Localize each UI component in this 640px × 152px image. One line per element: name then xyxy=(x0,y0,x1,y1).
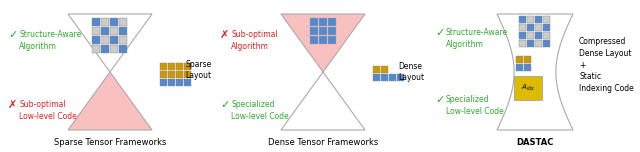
FancyBboxPatch shape xyxy=(543,24,550,31)
FancyBboxPatch shape xyxy=(328,27,335,35)
FancyBboxPatch shape xyxy=(373,74,380,81)
FancyBboxPatch shape xyxy=(160,63,167,70)
Text: Sub-optimal
Low-level Code: Sub-optimal Low-level Code xyxy=(19,100,77,121)
FancyBboxPatch shape xyxy=(381,74,388,81)
FancyBboxPatch shape xyxy=(514,76,542,100)
FancyBboxPatch shape xyxy=(184,79,191,86)
FancyBboxPatch shape xyxy=(524,64,531,71)
FancyBboxPatch shape xyxy=(319,18,326,26)
FancyBboxPatch shape xyxy=(110,18,118,26)
FancyBboxPatch shape xyxy=(519,40,526,47)
Polygon shape xyxy=(497,14,573,130)
FancyBboxPatch shape xyxy=(101,18,109,26)
FancyBboxPatch shape xyxy=(527,24,534,31)
Text: Specialized
Low-level Code: Specialized Low-level Code xyxy=(231,100,289,121)
FancyBboxPatch shape xyxy=(328,18,335,26)
Polygon shape xyxy=(68,72,152,130)
FancyBboxPatch shape xyxy=(160,71,167,78)
FancyBboxPatch shape xyxy=(319,36,326,44)
FancyBboxPatch shape xyxy=(310,18,317,26)
FancyBboxPatch shape xyxy=(184,63,191,70)
FancyBboxPatch shape xyxy=(373,66,380,73)
FancyBboxPatch shape xyxy=(310,36,317,44)
FancyBboxPatch shape xyxy=(176,79,183,86)
FancyBboxPatch shape xyxy=(519,16,526,23)
FancyBboxPatch shape xyxy=(168,63,175,70)
FancyBboxPatch shape xyxy=(92,27,100,35)
Text: Structure-Aware
Algorithm: Structure-Aware Algorithm xyxy=(446,28,508,49)
Text: ✓: ✓ xyxy=(435,28,444,38)
FancyBboxPatch shape xyxy=(381,66,388,73)
FancyBboxPatch shape xyxy=(310,27,317,35)
FancyBboxPatch shape xyxy=(119,45,127,53)
FancyBboxPatch shape xyxy=(92,36,100,44)
FancyBboxPatch shape xyxy=(168,71,175,78)
Text: ✗: ✗ xyxy=(220,30,229,40)
Text: ✗: ✗ xyxy=(8,100,17,110)
FancyBboxPatch shape xyxy=(328,36,335,44)
FancyBboxPatch shape xyxy=(519,24,526,31)
FancyBboxPatch shape xyxy=(519,32,526,39)
Text: Sparse
Layout: Sparse Layout xyxy=(185,60,211,80)
Text: Dense Tensor Frameworks: Dense Tensor Frameworks xyxy=(268,138,378,147)
FancyBboxPatch shape xyxy=(389,74,396,81)
FancyBboxPatch shape xyxy=(176,71,183,78)
FancyBboxPatch shape xyxy=(543,32,550,39)
FancyBboxPatch shape xyxy=(101,27,109,35)
Text: ✓: ✓ xyxy=(220,100,229,110)
FancyBboxPatch shape xyxy=(543,40,550,47)
FancyBboxPatch shape xyxy=(535,40,542,47)
Text: DASTAC: DASTAC xyxy=(516,138,554,147)
FancyBboxPatch shape xyxy=(524,56,531,63)
FancyBboxPatch shape xyxy=(543,16,550,23)
Text: Sparse Tensor Frameworks: Sparse Tensor Frameworks xyxy=(54,138,166,147)
FancyBboxPatch shape xyxy=(101,36,109,44)
Polygon shape xyxy=(281,14,365,72)
FancyBboxPatch shape xyxy=(527,16,534,23)
FancyBboxPatch shape xyxy=(110,45,118,53)
Text: ✓: ✓ xyxy=(8,30,17,40)
FancyBboxPatch shape xyxy=(110,27,118,35)
FancyBboxPatch shape xyxy=(527,32,534,39)
FancyBboxPatch shape xyxy=(535,24,542,31)
FancyBboxPatch shape xyxy=(516,64,523,71)
FancyBboxPatch shape xyxy=(535,16,542,23)
FancyBboxPatch shape xyxy=(184,71,191,78)
Text: Structure-Aware
Algorithm: Structure-Aware Algorithm xyxy=(19,30,81,51)
FancyBboxPatch shape xyxy=(535,32,542,39)
FancyBboxPatch shape xyxy=(516,56,523,63)
Text: Compressed
Dense Layout
+
Static
Indexing Code: Compressed Dense Layout + Static Indexin… xyxy=(579,37,634,93)
Text: Specialized
Low-level Code: Specialized Low-level Code xyxy=(446,95,504,116)
FancyBboxPatch shape xyxy=(119,18,127,26)
Text: $A_{idx}$: $A_{idx}$ xyxy=(521,83,535,93)
FancyBboxPatch shape xyxy=(168,79,175,86)
FancyBboxPatch shape xyxy=(110,36,118,44)
FancyBboxPatch shape xyxy=(397,74,404,81)
FancyBboxPatch shape xyxy=(176,63,183,70)
FancyBboxPatch shape xyxy=(527,40,534,47)
Polygon shape xyxy=(68,14,152,72)
FancyBboxPatch shape xyxy=(92,18,100,26)
FancyBboxPatch shape xyxy=(119,36,127,44)
FancyBboxPatch shape xyxy=(119,27,127,35)
FancyBboxPatch shape xyxy=(319,27,326,35)
Text: Dense
Layout: Dense Layout xyxy=(398,62,424,82)
FancyBboxPatch shape xyxy=(101,45,109,53)
FancyBboxPatch shape xyxy=(92,45,100,53)
FancyBboxPatch shape xyxy=(160,79,167,86)
Text: Sub-optimal
Algorithm: Sub-optimal Algorithm xyxy=(231,30,278,51)
Polygon shape xyxy=(281,72,365,130)
Text: ✓: ✓ xyxy=(435,95,444,105)
